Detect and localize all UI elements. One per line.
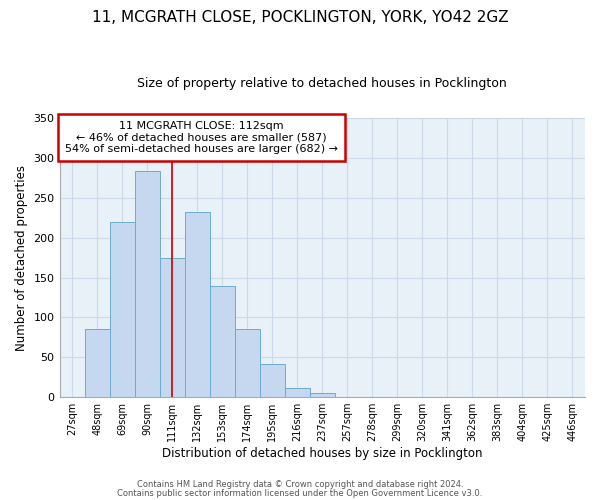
Text: 11, MCGRATH CLOSE, POCKLINGTON, YORK, YO42 2GZ: 11, MCGRATH CLOSE, POCKLINGTON, YORK, YO… <box>92 10 508 25</box>
Text: Contains public sector information licensed under the Open Government Licence v3: Contains public sector information licen… <box>118 488 482 498</box>
Text: Contains HM Land Registry data © Crown copyright and database right 2024.: Contains HM Land Registry data © Crown c… <box>137 480 463 489</box>
Bar <box>260 364 285 397</box>
Text: 11 MCGRATH CLOSE: 112sqm
← 46% of detached houses are smaller (587)
54% of semi-: 11 MCGRATH CLOSE: 112sqm ← 46% of detach… <box>65 121 338 154</box>
Bar <box>235 330 260 397</box>
Bar <box>285 388 310 397</box>
Title: Size of property relative to detached houses in Pocklington: Size of property relative to detached ho… <box>137 78 507 90</box>
Bar <box>310 393 335 397</box>
Bar <box>134 172 160 397</box>
Bar <box>85 328 110 397</box>
X-axis label: Distribution of detached houses by size in Pocklington: Distribution of detached houses by size … <box>162 447 482 460</box>
Bar <box>110 222 134 397</box>
Bar <box>209 286 235 397</box>
Y-axis label: Number of detached properties: Number of detached properties <box>15 164 28 350</box>
Bar <box>185 212 209 397</box>
Bar <box>160 258 185 397</box>
